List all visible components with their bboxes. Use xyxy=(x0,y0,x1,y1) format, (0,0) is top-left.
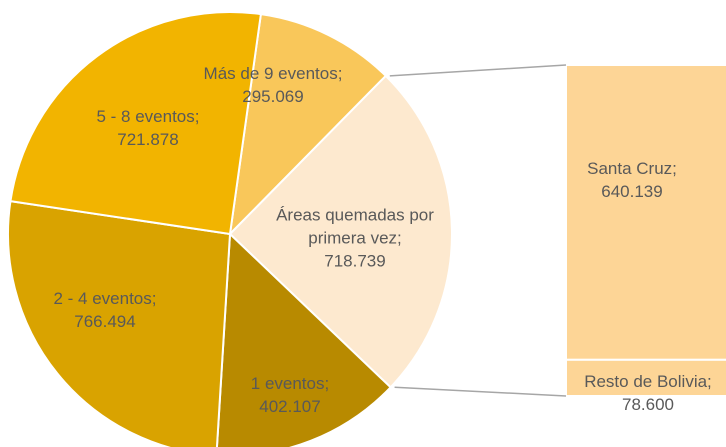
connector xyxy=(389,64,567,77)
slice-label: Áreas quemadas por primera vez; 718.739 xyxy=(270,204,440,273)
pie-slice xyxy=(228,74,453,389)
label-text: 718.739 xyxy=(324,251,386,271)
label-text: 766.494 xyxy=(74,312,136,331)
slice-label: 2 - 4 eventos; 766.494 xyxy=(10,287,200,333)
label-text: 78.600 xyxy=(622,395,674,414)
slice-label: Más de 9 eventos; 295.069 xyxy=(178,62,368,108)
label-text: 1 eventos; xyxy=(250,374,330,393)
label-text: Resto de Bolivia; xyxy=(584,372,712,391)
label-text: Áreas quemadas por primera vez; xyxy=(276,205,434,248)
pie-slice xyxy=(228,13,388,237)
pie-slice xyxy=(9,11,263,236)
label-text: 640.139 xyxy=(601,182,663,201)
pie-slice xyxy=(215,231,393,447)
connector xyxy=(394,386,567,397)
slice-label: 1 eventos; 402.107 xyxy=(205,372,375,418)
label-text: Santa Cruz; xyxy=(587,159,677,178)
bar-label: Resto de Bolivia; 78.600 xyxy=(568,370,726,416)
bar-label: Santa Cruz; 640.139 xyxy=(552,157,712,203)
label-text: Más de 9 eventos; xyxy=(203,64,343,83)
label-text: 5 - 8 eventos; xyxy=(96,107,200,126)
label-text: 295.069 xyxy=(242,87,304,106)
slice-label: 5 - 8 eventos; 721.878 xyxy=(53,105,243,151)
label-text: 402.107 xyxy=(259,397,321,416)
label-text: 721.878 xyxy=(117,130,179,149)
bar-segment xyxy=(565,64,726,361)
bar-segment xyxy=(565,358,726,397)
pie-slice xyxy=(7,199,232,447)
label-text: 2 - 4 eventos; xyxy=(53,289,157,308)
